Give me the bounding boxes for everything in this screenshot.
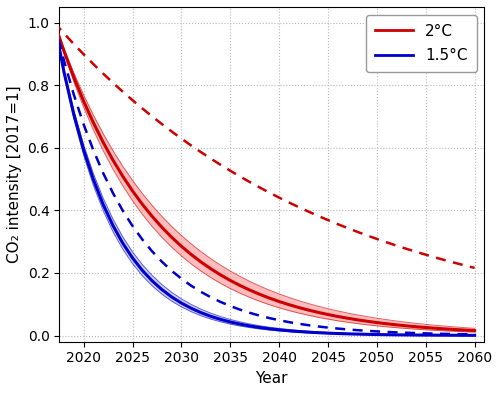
Y-axis label: CO₂ intensity [2017=1]: CO₂ intensity [2017=1] (7, 86, 22, 263)
X-axis label: Year: Year (256, 371, 288, 386)
Legend: 2°C, 1.5°C: 2°C, 1.5°C (366, 15, 477, 72)
